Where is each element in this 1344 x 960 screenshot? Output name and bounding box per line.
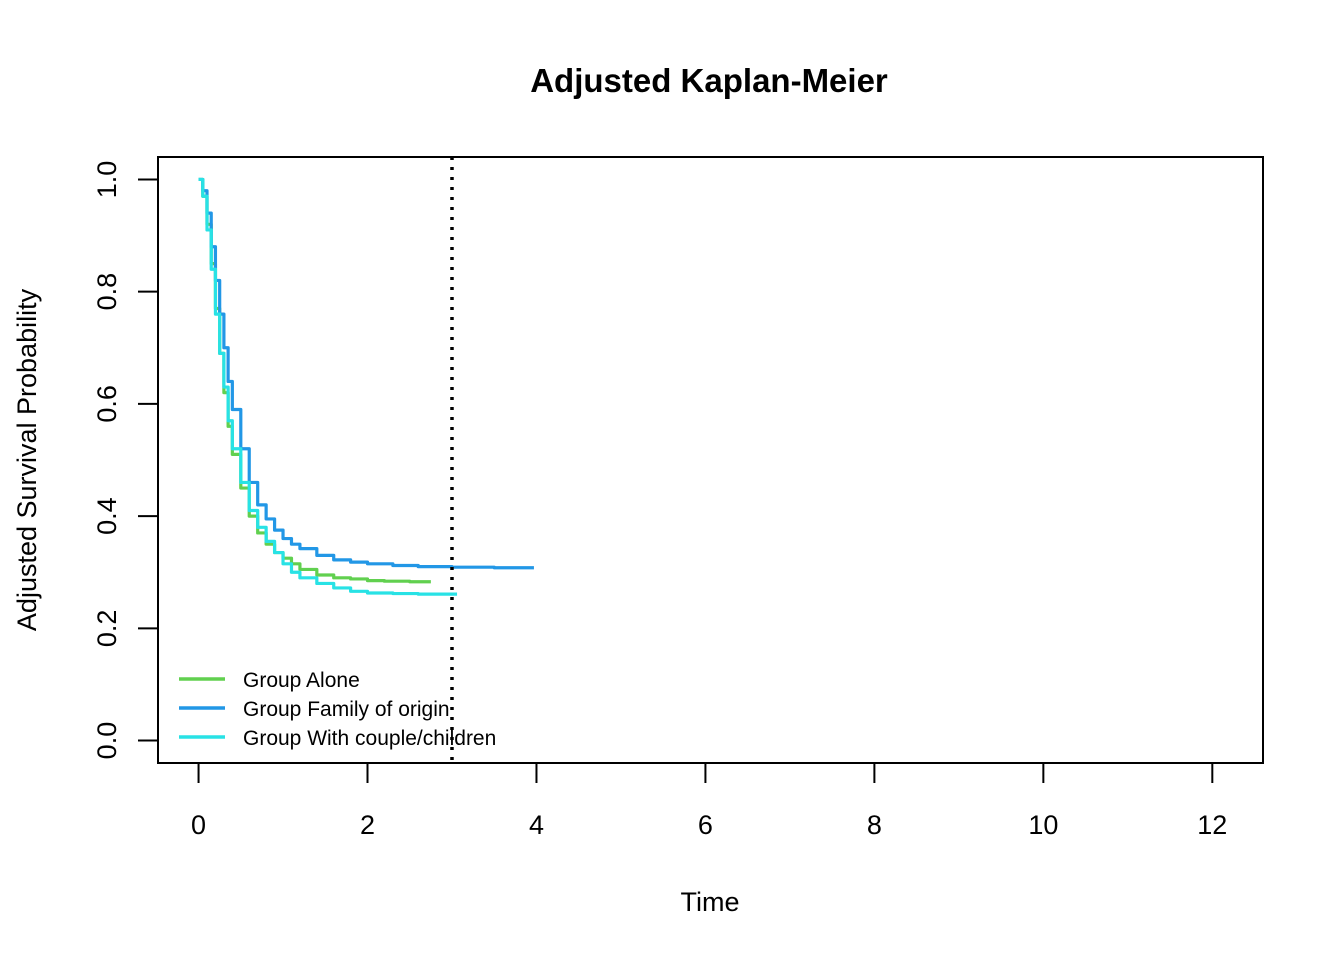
- x-axis: 0 2 4 6 8 10 12: [191, 762, 1227, 840]
- legend-item: Group With couple/children: [179, 727, 496, 750]
- y-axis-title: Adjusted Survival Probability: [12, 288, 42, 631]
- x-tick-label: 8: [867, 810, 882, 840]
- y-tick-label: 0.2: [92, 610, 122, 648]
- legend: Group Alone Group Family of origin Group W…: [179, 669, 496, 750]
- series-line-2: [198, 177, 458, 596]
- chart-title: Adjusted Kaplan-Meier: [530, 62, 888, 99]
- x-axis-title: Time: [681, 887, 740, 917]
- legend-label: Group With couple/children: [243, 727, 496, 750]
- x-tick-label: 6: [698, 810, 713, 840]
- y-tick-label: 0.6: [92, 385, 122, 423]
- legend-label: Group Family of origin: [243, 698, 450, 721]
- x-tick-label: 2: [360, 810, 375, 840]
- x-tick-label: 12: [1197, 810, 1227, 840]
- x-tick-label: 4: [529, 810, 544, 840]
- x-tick-label: 0: [191, 810, 206, 840]
- y-tick-label: 0.8: [92, 273, 122, 311]
- legend-item: Group Family of origin: [179, 698, 450, 721]
- legend-label: Group Alone: [243, 669, 360, 692]
- y-tick-label: 0.4: [92, 497, 122, 535]
- y-tick-label: 1.0: [92, 161, 122, 199]
- y-axis: 0.0 0.2 0.4 0.6 0.8 1.0: [92, 161, 159, 760]
- legend-item: Group Alone: [179, 669, 360, 692]
- y-tick-label: 0.0: [92, 722, 122, 760]
- series-layer: [198, 177, 534, 596]
- x-tick-label: 10: [1028, 810, 1058, 840]
